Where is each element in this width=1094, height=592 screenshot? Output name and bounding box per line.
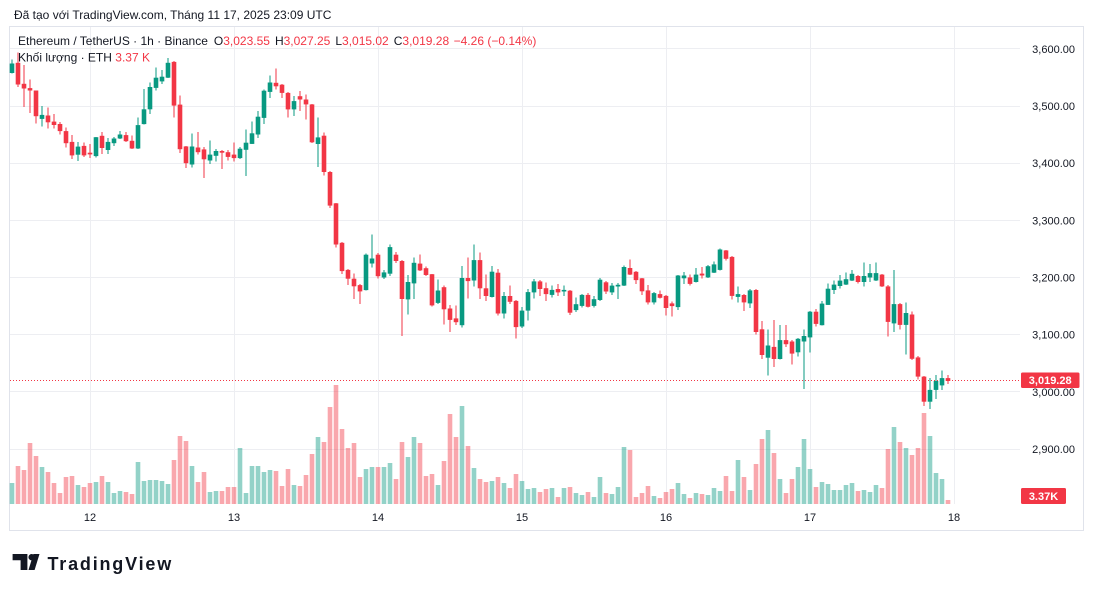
svg-text:16: 16 [660, 512, 672, 524]
svg-text:2,900.00: 2,900.00 [1032, 444, 1075, 456]
svg-text:3,200.00: 3,200.00 [1032, 273, 1075, 285]
svg-text:3.37K: 3.37K [1029, 491, 1058, 503]
svg-text:3,100.00: 3,100.00 [1032, 330, 1075, 342]
svg-text:3,400.00: 3,400.00 [1032, 158, 1075, 170]
svg-text:TradingView: TradingView [48, 554, 174, 574]
svg-text:3,300.00: 3,300.00 [1032, 215, 1075, 227]
svg-text:14: 14 [372, 512, 384, 524]
svg-text:18: 18 [948, 512, 960, 524]
svg-text:17: 17 [804, 512, 816, 524]
svg-text:Khối lượng · ETH 3.37 K: Khối lượng · ETH 3.37 K [18, 51, 150, 65]
svg-text:Ethereum / TetherUS · 1h · Bin: Ethereum / TetherUS · 1h · Binance O3,023… [18, 34, 536, 48]
svg-text:13: 13 [228, 512, 240, 524]
svg-text:12: 12 [84, 512, 96, 524]
svg-text:15: 15 [516, 512, 528, 524]
svg-text:3,000.00: 3,000.00 [1032, 387, 1075, 399]
svg-text:3,600.00: 3,600.00 [1032, 44, 1075, 56]
svg-text:Đã tạo với TradingView.com, Th: Đã tạo với TradingView.com, Tháng 11 17,… [14, 8, 332, 22]
svg-text:3,019.28: 3,019.28 [1029, 375, 1072, 387]
svg-text:3,500.00: 3,500.00 [1032, 101, 1075, 113]
